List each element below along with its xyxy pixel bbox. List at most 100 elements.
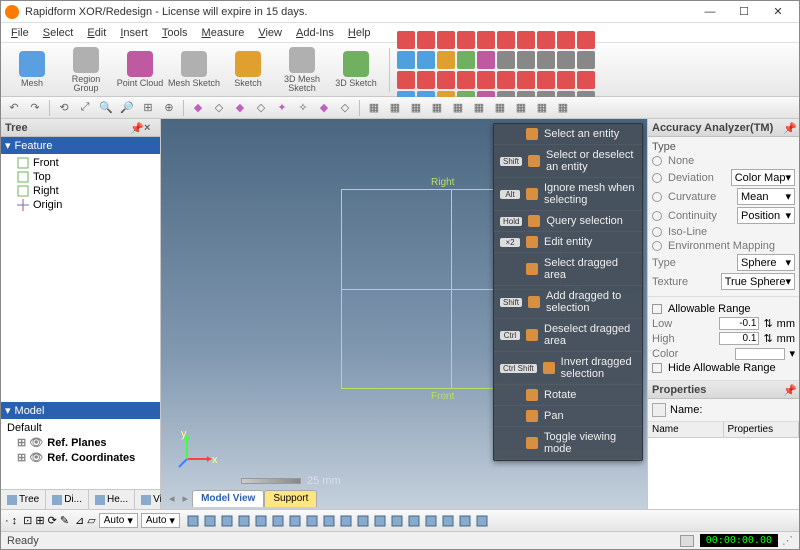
bottom-tool-icon[interactable]: ⊞ xyxy=(35,514,44,527)
hide-range-checkbox[interactable] xyxy=(652,363,662,373)
ribbon-tool-icon[interactable] xyxy=(557,51,575,69)
ribbon-tool-icon[interactable] xyxy=(557,71,575,89)
menu-edit[interactable]: Edit xyxy=(81,25,112,41)
context-menu-item[interactable]: Toggle viewing mode xyxy=(494,427,642,460)
ribbon-tool-icon[interactable] xyxy=(417,51,435,69)
bottom-tool-icon[interactable] xyxy=(424,514,438,528)
tab-nav-prev[interactable]: ◂ xyxy=(165,490,179,507)
ribbon-tool-icon[interactable] xyxy=(577,31,595,49)
bottom-tool-icon[interactable] xyxy=(254,514,268,528)
bottom-tool-icon[interactable] xyxy=(220,514,234,528)
bottom-tool-icon[interactable] xyxy=(288,514,302,528)
resize-grip-icon[interactable]: ⋰ xyxy=(782,534,793,547)
view-tool-icon[interactable]: ⤢ xyxy=(76,99,94,117)
ribbon-tool-icon[interactable] xyxy=(537,51,555,69)
menu-help[interactable]: Help xyxy=(342,25,377,41)
bottom-tool-icon[interactable] xyxy=(356,514,370,528)
tab-model-view[interactable]: Model View xyxy=(192,490,264,507)
low-input[interactable] xyxy=(719,317,759,330)
context-menu-item[interactable]: ShiftSelect or deselect an entity xyxy=(494,145,642,178)
menu-view[interactable]: View xyxy=(252,25,288,41)
tab-support[interactable]: Support xyxy=(264,490,317,507)
auto-combo[interactable]: Auto ▾ xyxy=(99,513,138,528)
view-tool-icon[interactable]: ▦ xyxy=(407,99,425,117)
analyzer-option[interactable]: Iso-Line xyxy=(652,226,795,238)
bottom-tool-icon[interactable] xyxy=(186,514,200,528)
context-menu-item[interactable]: Select an entity xyxy=(494,124,642,145)
view-tool-icon[interactable]: ◆ xyxy=(231,99,249,117)
ribbon-tool-icon[interactable] xyxy=(437,71,455,89)
bottom-tool-icon[interactable]: ⊿ xyxy=(75,514,84,527)
panel-tab[interactable]: He... xyxy=(89,490,135,509)
texture-combo[interactable]: True Sphere▾ xyxy=(721,273,795,290)
ribbon-tool-icon[interactable] xyxy=(417,71,435,89)
ribbon-tool-icon[interactable] xyxy=(517,51,535,69)
ribbon-tool-icon[interactable] xyxy=(497,71,515,89)
minimize-button[interactable]: — xyxy=(693,2,727,22)
ribbon-tool-icon[interactable] xyxy=(537,31,555,49)
ribbon-tool-icon[interactable] xyxy=(477,31,495,49)
tree-node[interactable]: ⊞ 👁 Ref. Planes xyxy=(3,435,158,450)
ribbon-tool-icon[interactable] xyxy=(437,31,455,49)
ribbon-tool-icon[interactable] xyxy=(477,71,495,89)
view-tool-icon[interactable]: ▦ xyxy=(533,99,551,117)
view-tool-icon[interactable]: ✧ xyxy=(294,99,312,117)
pin-icon[interactable]: 📌 xyxy=(783,122,795,134)
bottom-tool-icon[interactable] xyxy=(322,514,336,528)
tree-node[interactable]: Right xyxy=(3,184,158,198)
view-tool-icon[interactable]: ◆ xyxy=(189,99,207,117)
ribbon-sketch[interactable]: Sketch xyxy=(221,45,275,95)
bottom-tool-icon[interactable] xyxy=(339,514,353,528)
tree-node[interactable]: ⊞ 👁 Ref. Coordinates xyxy=(3,450,158,465)
ribbon-tool-icon[interactable] xyxy=(517,31,535,49)
view-tool-icon[interactable]: 🔍 xyxy=(97,99,115,117)
auto-combo[interactable]: Auto ▾ xyxy=(141,513,180,528)
close-button[interactable]: ✕ xyxy=(761,2,795,22)
context-menu-item[interactable]: AltIgnore mesh when selecting xyxy=(494,178,642,211)
tree-node[interactable]: Top xyxy=(3,170,158,184)
menu-select[interactable]: Select xyxy=(37,25,80,41)
context-menu-item[interactable]: ShiftAdd dragged to selection xyxy=(494,286,642,319)
ribbon-tool-icon[interactable] xyxy=(457,51,475,69)
ribbon-tool-icon[interactable] xyxy=(557,31,575,49)
view-tool-icon[interactable]: 🔎 xyxy=(118,99,136,117)
ribbon-tool-icon[interactable] xyxy=(397,51,415,69)
bottom-tool-icon[interactable] xyxy=(475,514,489,528)
ribbon-tool-icon[interactable] xyxy=(497,51,515,69)
ribbon-region-group[interactable]: Region Group xyxy=(59,45,113,95)
tree-node[interactable]: Default xyxy=(3,421,158,435)
bottom-tool-icon[interactable]: ✎ xyxy=(60,514,69,527)
ribbon-tool-icon[interactable] xyxy=(577,51,595,69)
bottom-tool-icon[interactable] xyxy=(271,514,285,528)
high-input[interactable] xyxy=(719,332,759,345)
view-tool-icon[interactable]: ▦ xyxy=(491,99,509,117)
ribbon-3d-sketch[interactable]: 3D Sketch xyxy=(329,45,383,95)
tree-node[interactable]: Front xyxy=(3,156,158,170)
menu-measure[interactable]: Measure xyxy=(196,25,251,41)
ribbon-tool-icon[interactable] xyxy=(397,71,415,89)
bottom-tool-icon[interactable] xyxy=(441,514,455,528)
panel-tab[interactable]: Di... xyxy=(46,490,89,509)
ribbon-point-cloud[interactable]: Point Cloud xyxy=(113,45,167,95)
pin-icon[interactable]: 📌 xyxy=(130,122,142,134)
view-tool-icon[interactable]: ✦ xyxy=(273,99,291,117)
context-menu-item[interactable]: CtrlDeselect dragged area xyxy=(494,319,642,352)
bottom-tool-icon[interactable]: ↕ xyxy=(12,515,18,527)
ribbon-tool-icon[interactable] xyxy=(517,71,535,89)
bottom-tool-icon[interactable] xyxy=(305,514,319,528)
ribbon-tool-icon[interactable] xyxy=(457,31,475,49)
ribbon-mesh[interactable]: Mesh xyxy=(5,45,59,95)
context-menu-item[interactable]: Select dragged area xyxy=(494,253,642,286)
view-tool-icon[interactable]: ◇ xyxy=(336,99,354,117)
analyzer-option[interactable]: ContinuityPosition▾ xyxy=(652,207,795,224)
menu-file[interactable]: File xyxy=(5,25,35,41)
ribbon-tool-icon[interactable] xyxy=(537,71,555,89)
bottom-tool-icon[interactable]: · xyxy=(5,515,9,527)
range-checkbox[interactable] xyxy=(652,304,662,314)
bottom-tool-icon[interactable] xyxy=(407,514,421,528)
analyzer-option[interactable]: DeviationColor Map▾ xyxy=(652,169,795,186)
bottom-tool-icon[interactable]: ⊡ xyxy=(23,514,32,527)
ribbon-tool-icon[interactable] xyxy=(457,71,475,89)
pin-icon[interactable]: 📌 xyxy=(783,384,795,396)
bottom-tool-icon[interactable] xyxy=(203,514,217,528)
